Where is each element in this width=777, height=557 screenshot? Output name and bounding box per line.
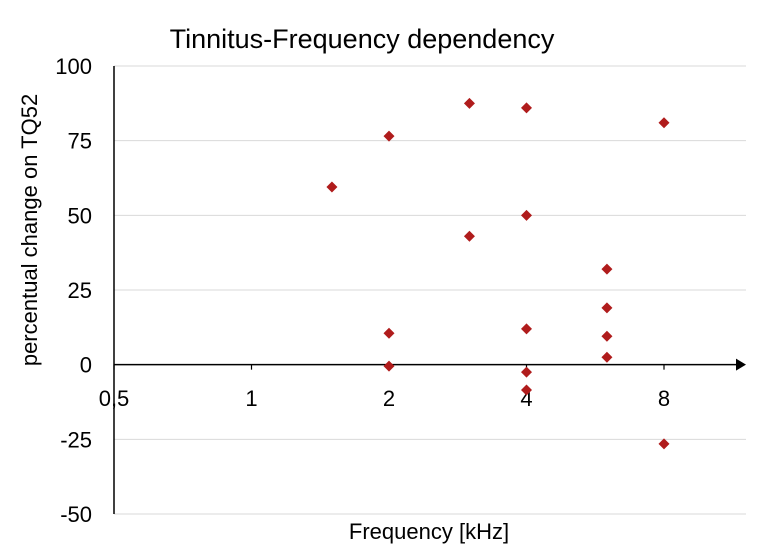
data-point: [601, 351, 613, 363]
y-axis-ticks: 100 75 50 25 0 -25 -50: [55, 54, 92, 527]
data-point: [383, 360, 395, 372]
data-point: [601, 302, 613, 314]
y-tick-label: -50: [60, 502, 92, 527]
data-point: [521, 384, 532, 396]
data-point: [521, 366, 532, 378]
y-tick-label: 75: [68, 129, 92, 154]
data-point: [383, 130, 395, 142]
y-tick-label: 100: [55, 54, 92, 79]
y-tick-label: 25: [68, 278, 92, 303]
x-tick-label: 1: [245, 386, 257, 411]
axes: [113, 66, 746, 514]
data-point: [326, 181, 338, 193]
x-tick-label: 8: [658, 386, 670, 411]
data-point: [521, 102, 532, 114]
data-point: [601, 330, 613, 342]
x-axis-label: Frequency [kHz]: [349, 519, 509, 544]
y-axis-label: percentual change on TQ52: [17, 94, 42, 366]
chart-title: Tinnitus-Frequency dependency: [170, 24, 555, 54]
data-point: [463, 97, 475, 109]
y-tick-label: 0: [80, 353, 92, 378]
x-axis-ticks: 0,5 1 2 4 8: [99, 364, 670, 411]
x-tick-label: 2: [383, 386, 395, 411]
data-point: [463, 230, 475, 242]
x-tick-label: 0,5: [99, 386, 130, 411]
data-point: [521, 209, 532, 221]
data-point: [601, 263, 613, 275]
gridlines: [114, 65, 746, 515]
data-point: [658, 117, 670, 129]
data-point: [521, 323, 532, 335]
data-point: [658, 438, 670, 450]
y-tick-label: 50: [68, 203, 92, 228]
y-tick-label: -25: [60, 427, 92, 452]
data-points: [326, 97, 670, 450]
x-axis-arrow: [736, 358, 746, 371]
data-point: [383, 327, 395, 339]
